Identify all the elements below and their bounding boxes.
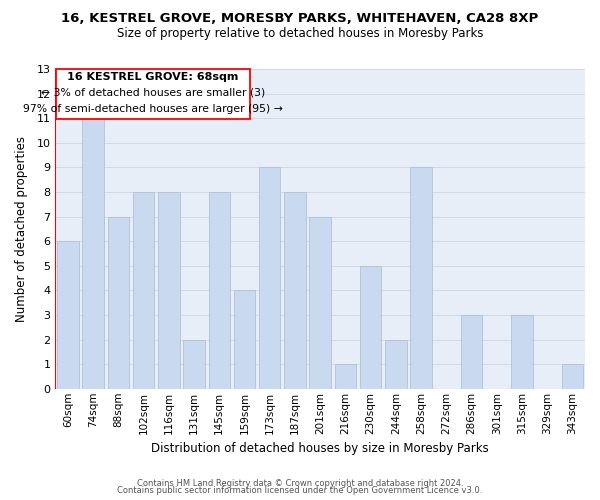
Text: 16, KESTREL GROVE, MORESBY PARKS, WHITEHAVEN, CA28 8XP: 16, KESTREL GROVE, MORESBY PARKS, WHITEH… <box>61 12 539 26</box>
Bar <box>158 192 179 389</box>
Text: 16 KESTREL GROVE: 68sqm: 16 KESTREL GROVE: 68sqm <box>67 72 238 82</box>
Text: Contains HM Land Registry data © Crown copyright and database right 2024.: Contains HM Land Registry data © Crown c… <box>137 478 463 488</box>
Bar <box>209 192 230 389</box>
Y-axis label: Number of detached properties: Number of detached properties <box>15 136 28 322</box>
Bar <box>284 192 305 389</box>
Bar <box>259 168 280 389</box>
Bar <box>410 168 432 389</box>
Text: Size of property relative to detached houses in Moresby Parks: Size of property relative to detached ho… <box>117 28 483 40</box>
Bar <box>335 364 356 389</box>
Bar <box>511 315 533 389</box>
Bar <box>133 192 154 389</box>
Bar <box>57 241 79 389</box>
Bar <box>562 364 583 389</box>
Bar <box>82 118 104 389</box>
X-axis label: Distribution of detached houses by size in Moresby Parks: Distribution of detached houses by size … <box>151 442 489 455</box>
Bar <box>360 266 382 389</box>
Bar <box>184 340 205 389</box>
Bar <box>310 216 331 389</box>
Text: 97% of semi-detached houses are larger (95) →: 97% of semi-detached houses are larger (… <box>23 104 283 114</box>
FancyBboxPatch shape <box>56 68 250 120</box>
Bar <box>107 216 129 389</box>
Bar <box>234 290 255 389</box>
Text: Contains public sector information licensed under the Open Government Licence v3: Contains public sector information licen… <box>118 486 482 495</box>
Text: ← 3% of detached houses are smaller (3): ← 3% of detached houses are smaller (3) <box>41 88 265 98</box>
Bar <box>461 315 482 389</box>
Bar <box>385 340 407 389</box>
